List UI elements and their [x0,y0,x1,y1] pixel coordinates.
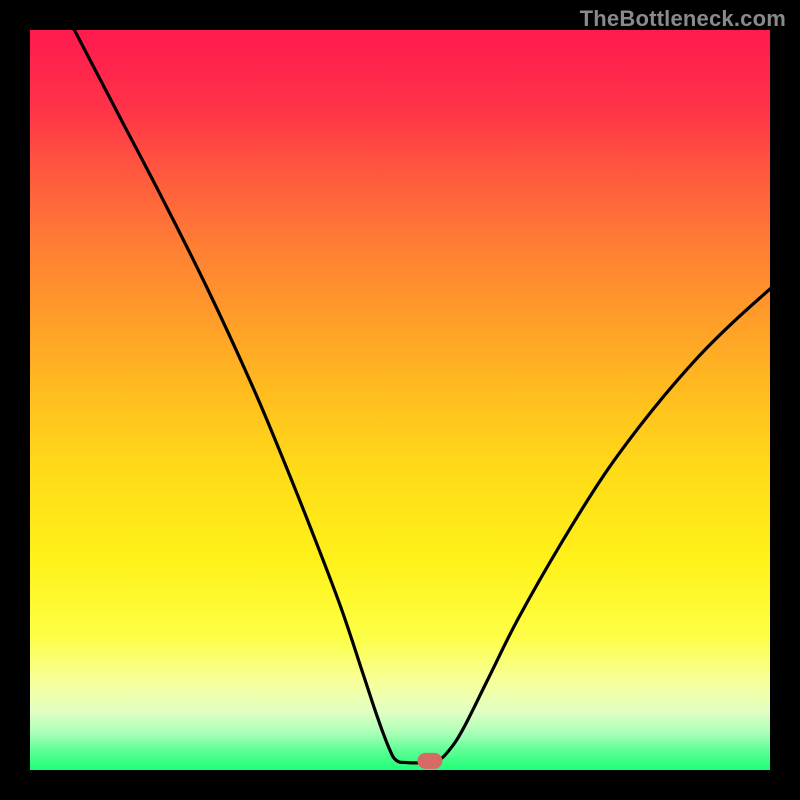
optimal-point-marker [417,753,442,769]
bottleneck-curve [30,30,770,770]
chart-container: TheBottleneck.com [0,0,800,800]
plot-area [30,30,770,770]
watermark-label: TheBottleneck.com [580,6,786,32]
